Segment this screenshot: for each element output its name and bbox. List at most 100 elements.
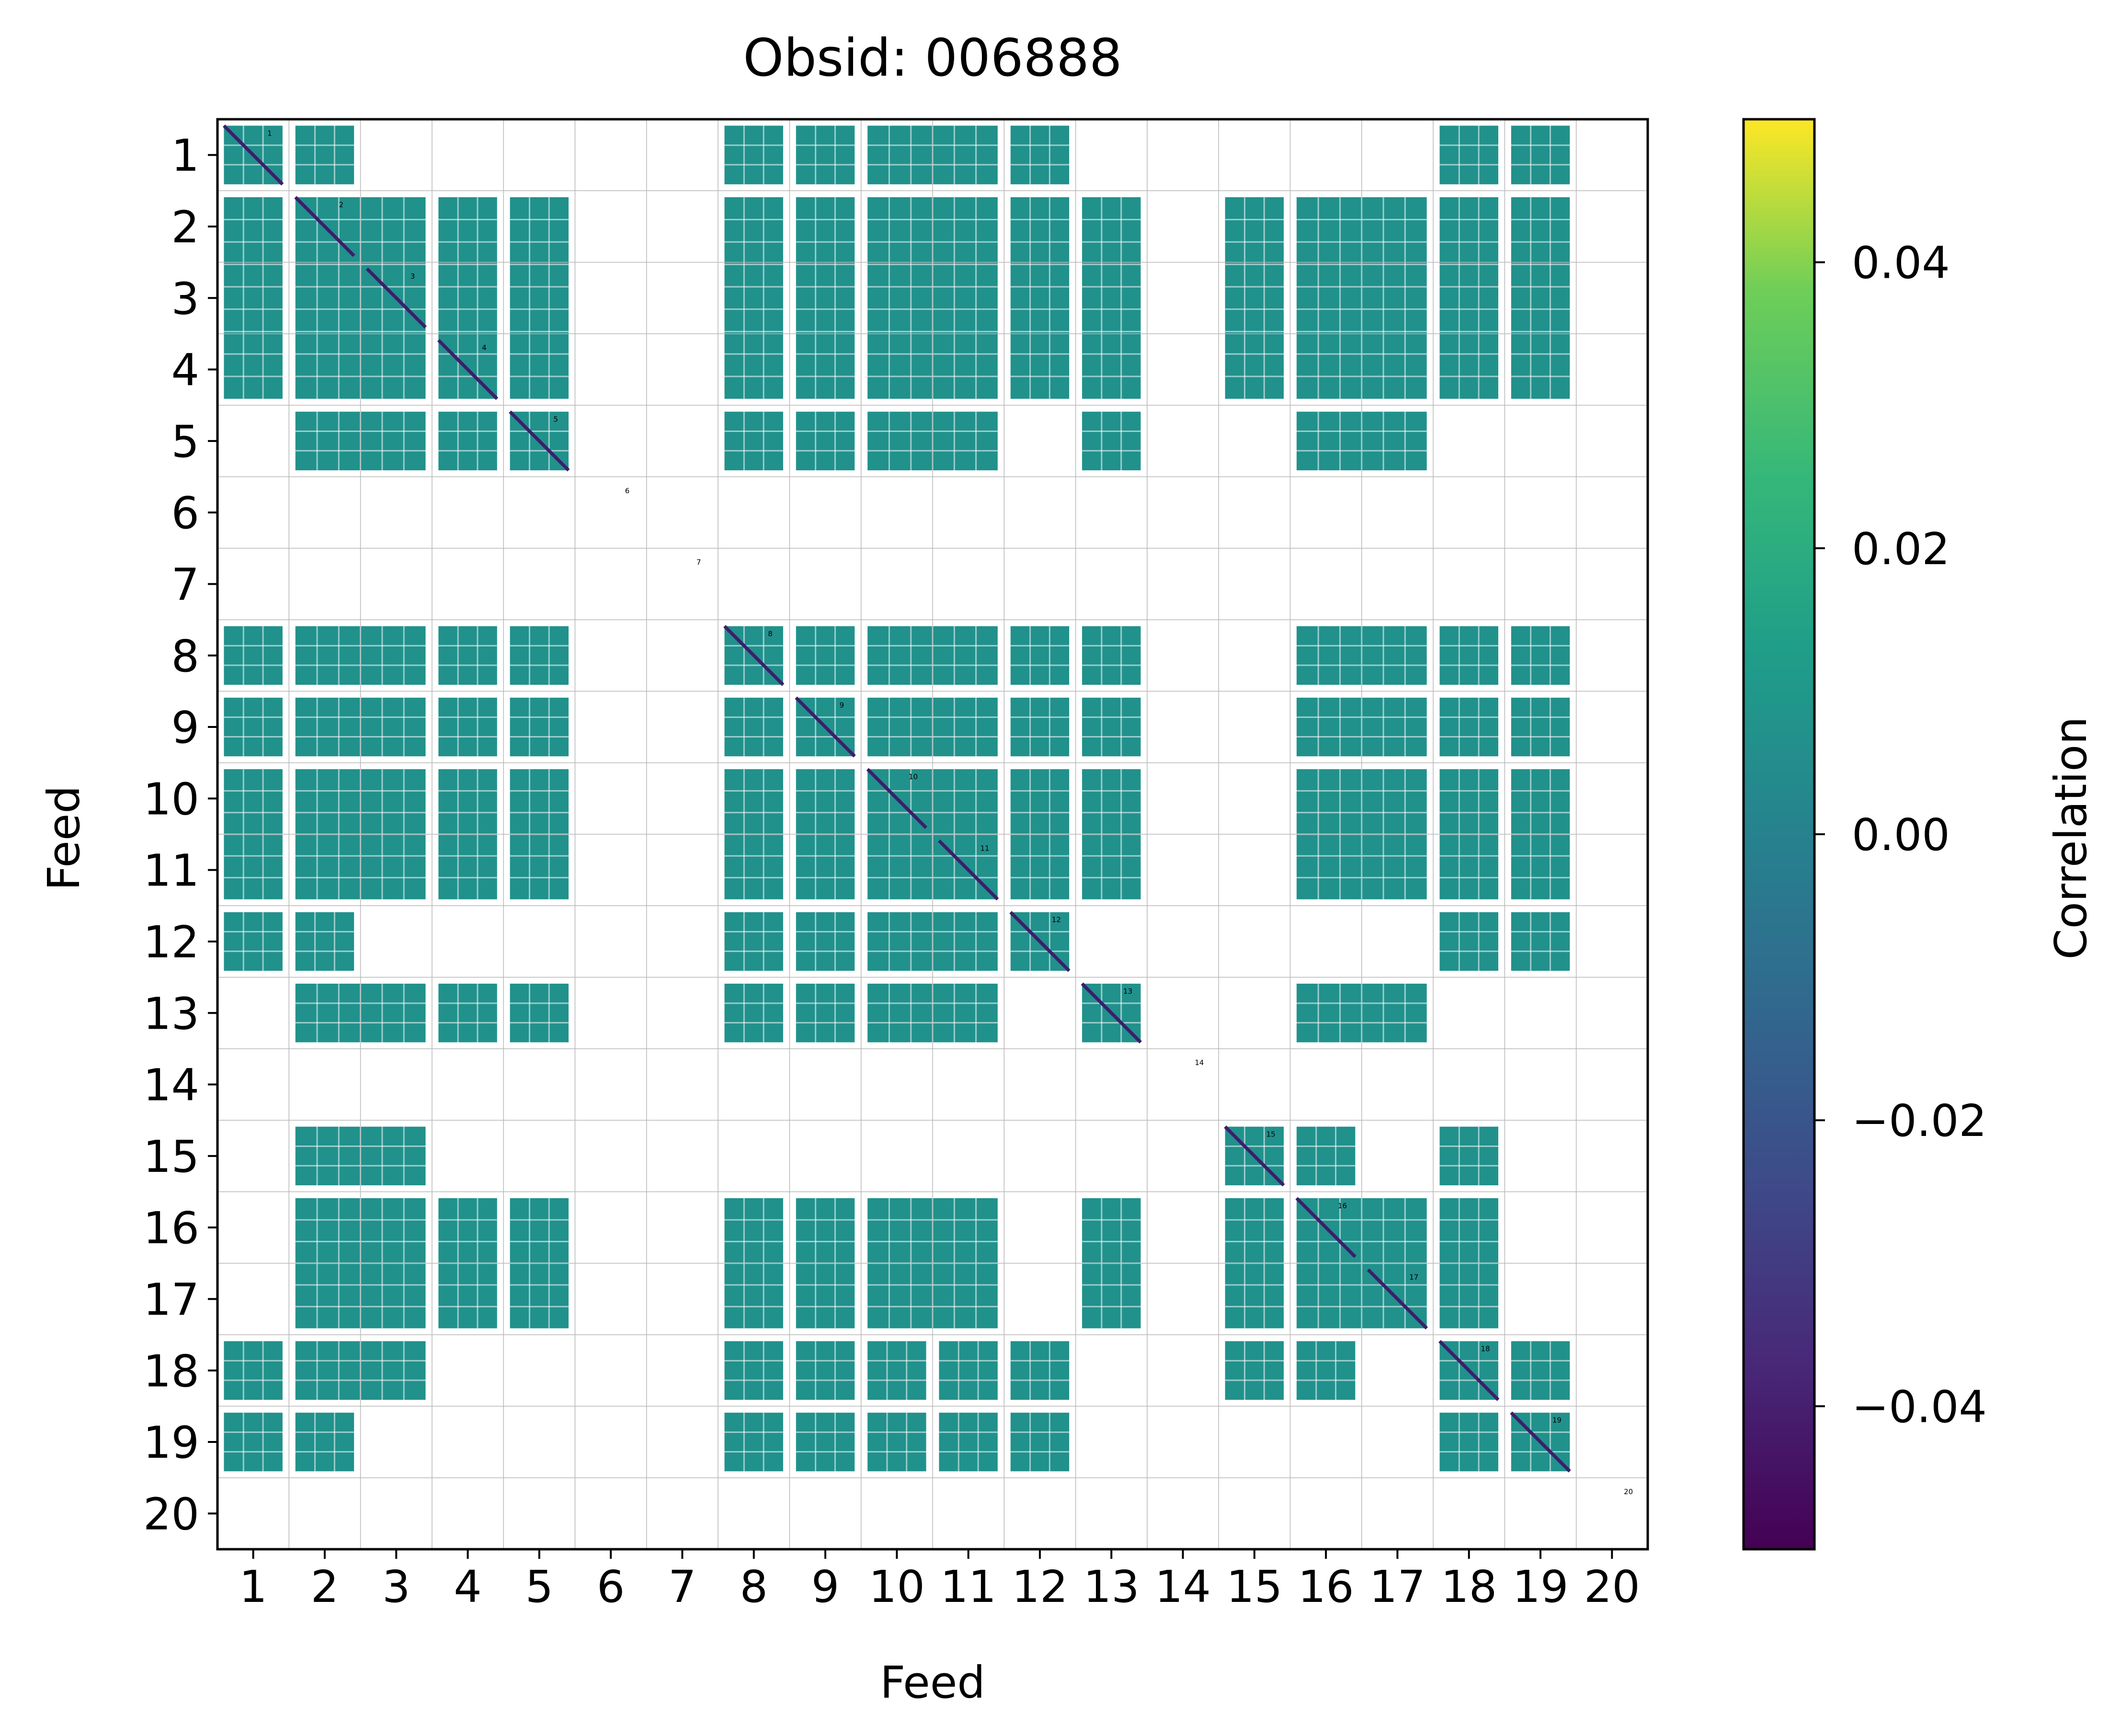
heatmap-block-84	[1296, 1126, 1356, 1186]
heatmap-block-37	[1010, 626, 1070, 685]
diagonal-label-15: 15	[1266, 1130, 1276, 1139]
heatmap-block-113	[1010, 1412, 1070, 1472]
diagonal-feed-17	[1367, 1268, 1428, 1330]
diagonal-feed-8	[723, 625, 785, 686]
diagonal-feed-18	[1438, 1340, 1500, 1401]
diagonal-label-11: 11	[980, 844, 989, 852]
diagonal-label-19: 19	[1552, 1416, 1562, 1425]
heatmap-block-49	[1010, 697, 1070, 757]
heatmap-block-108	[295, 1412, 354, 1472]
x-tick-label-8: 8	[740, 1561, 768, 1612]
colorbar-label: Correlation	[2045, 716, 2097, 959]
heatmap-block-85	[1439, 1126, 1498, 1186]
y-tick-label-5: 5	[171, 416, 199, 467]
heatmap-block-114	[1439, 1412, 1498, 1472]
heatmap-block-112	[939, 1412, 998, 1472]
x-tick-label-6: 6	[597, 1561, 625, 1612]
x-tick-label-13: 13	[1083, 1561, 1140, 1612]
heatmap-block-53	[1511, 697, 1570, 757]
heatmap-block-102	[1010, 1341, 1070, 1400]
heatmap-block-13	[724, 197, 783, 399]
heatmap-block-103	[1225, 1341, 1284, 1400]
diagonal-label-8: 8	[768, 629, 773, 638]
diagonal-feed-4	[437, 339, 499, 400]
heatmap-block-4	[796, 125, 855, 184]
y-tick-label-3: 3	[171, 273, 199, 324]
heatmap-block-66	[224, 912, 283, 971]
x-tick-label-5: 5	[525, 1561, 554, 1612]
heatmap-block-106	[1511, 1341, 1570, 1400]
x-tick-label-20: 20	[1584, 1561, 1640, 1612]
diagonal-feed-10	[866, 768, 928, 829]
heatmap-block-45	[510, 697, 569, 757]
heatmap-block-23	[438, 411, 497, 471]
diagonal-feed-19	[1510, 1411, 1571, 1473]
heatmap-block-6	[1010, 125, 1070, 184]
diagonal-label-5: 5	[553, 415, 558, 424]
heatmap-block-75	[438, 984, 497, 1043]
chart-title: Obsid: 006888	[743, 28, 1122, 88]
y-tick-label-13: 13	[143, 988, 199, 1039]
diagonal-label-20: 20	[1624, 1487, 1633, 1496]
colorbar-tick-label: −0.04	[1852, 1381, 1987, 1432]
heatmap-block-3	[724, 125, 783, 184]
y-tick-label-1: 1	[171, 130, 199, 182]
x-tick-label-12: 12	[1012, 1561, 1068, 1612]
y-tick-label-11: 11	[143, 845, 199, 896]
heatmap-block-96	[224, 1341, 283, 1400]
y-tick-label-12: 12	[143, 917, 199, 968]
diagonal-label-16: 16	[1338, 1202, 1347, 1210]
heatmap-block-44	[438, 697, 497, 757]
x-axis-ticks: 1 2 3 4 5 6 7 8 9 10 11 12 13 14 15 16 17 18 19 20	[239, 1549, 1640, 1612]
heatmap-block-76	[510, 984, 569, 1043]
colorbar-tick-label: −0.02	[1852, 1095, 1987, 1146]
y-tick-label-19: 19	[143, 1417, 199, 1468]
heatmap-block-68	[724, 912, 783, 971]
heatmap-block-110	[796, 1412, 855, 1472]
x-tick-label-2: 2	[311, 1561, 339, 1612]
y-tick-label-20: 20	[143, 1488, 199, 1540]
heatmap-block-46	[724, 697, 783, 757]
heatmap-block-78	[796, 984, 855, 1043]
heatmap-block-98	[724, 1341, 783, 1400]
y-tick-label-8: 8	[171, 631, 199, 682]
x-tick-label-11: 11	[940, 1561, 996, 1612]
heatmap-block-41	[1511, 626, 1570, 685]
heatmap-block-2	[295, 125, 354, 184]
heatmap-block-67	[295, 912, 354, 971]
diagonal-label-2: 2	[339, 201, 344, 209]
diagonal-feed-9	[795, 696, 856, 758]
y-tick-label-17: 17	[143, 1274, 199, 1325]
plot-frame	[216, 118, 1649, 1551]
heatmap-block-52	[1439, 697, 1498, 757]
diagonal-feed-13	[1081, 982, 1142, 1044]
x-axis-label: Feed	[880, 1657, 985, 1708]
x-tick-label-1: 1	[239, 1561, 267, 1612]
y-tick-label-14: 14	[143, 1060, 199, 1111]
heatmap-block-42	[224, 697, 283, 757]
heatmap-block-14	[796, 197, 855, 399]
heatmap-block-16	[1010, 197, 1070, 399]
heatmap-block-73	[1511, 912, 1570, 971]
diagonal-label-1: 1	[267, 129, 272, 137]
heatmap-block-50	[1082, 697, 1141, 757]
colorbar-tick-label: 0.02	[1852, 523, 1950, 575]
x-tick-label-15: 15	[1226, 1561, 1282, 1612]
x-tick-label-18: 18	[1441, 1561, 1497, 1612]
diagonal-feed-11	[937, 839, 999, 901]
diagonal-feed-5	[509, 410, 570, 472]
heatmap-block-30	[224, 626, 283, 685]
y-tick-label-16: 16	[143, 1203, 199, 1254]
diagonal-label-14: 14	[1195, 1058, 1204, 1067]
colorbar	[1742, 118, 1816, 1551]
y-tick-label-6: 6	[171, 488, 199, 539]
colorbar-ticks: −0.04 −0.02 0.00 0.02 0.04	[1814, 238, 1987, 1432]
heatmap-block-111	[867, 1412, 926, 1472]
heatmap-block-99	[796, 1341, 855, 1400]
diagonal-label-7: 7	[696, 558, 701, 567]
diagonal-label-13: 13	[1123, 987, 1132, 996]
diagonal-feed-1	[222, 124, 284, 186]
heatmap-block-101	[939, 1341, 998, 1400]
heatmap-block-107	[224, 1412, 283, 1472]
